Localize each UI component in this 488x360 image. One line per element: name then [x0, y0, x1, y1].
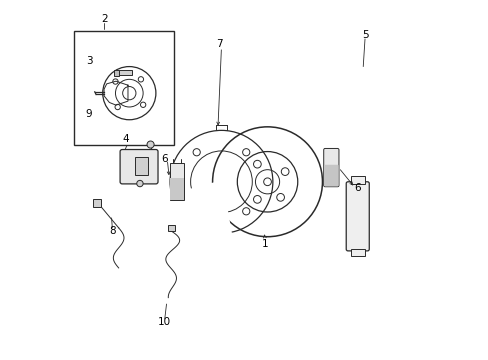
- Text: 10: 10: [158, 318, 171, 328]
- Text: 8: 8: [109, 226, 115, 237]
- Bar: [170, 163, 183, 201]
- Bar: [134, 157, 148, 175]
- Circle shape: [137, 180, 143, 187]
- Text: 6: 6: [354, 183, 361, 193]
- Text: 9: 9: [85, 109, 92, 120]
- Text: 2: 2: [101, 14, 107, 24]
- Circle shape: [147, 141, 154, 148]
- FancyBboxPatch shape: [324, 165, 338, 186]
- Text: 4: 4: [122, 134, 129, 144]
- Text: 5: 5: [361, 30, 367, 40]
- Text: 3: 3: [86, 56, 93, 66]
- FancyBboxPatch shape: [120, 149, 158, 184]
- Bar: [350, 249, 364, 256]
- Bar: [74, 31, 173, 145]
- Bar: [350, 176, 364, 184]
- Bar: [93, 199, 101, 207]
- Wedge shape: [169, 182, 230, 236]
- FancyBboxPatch shape: [323, 148, 338, 187]
- Bar: [170, 178, 183, 201]
- Text: 7: 7: [216, 39, 223, 49]
- Bar: [168, 225, 174, 231]
- FancyBboxPatch shape: [346, 182, 368, 251]
- Text: 6: 6: [161, 154, 168, 164]
- Bar: [119, 70, 132, 75]
- Text: 1: 1: [261, 239, 268, 249]
- Bar: [114, 69, 119, 76]
